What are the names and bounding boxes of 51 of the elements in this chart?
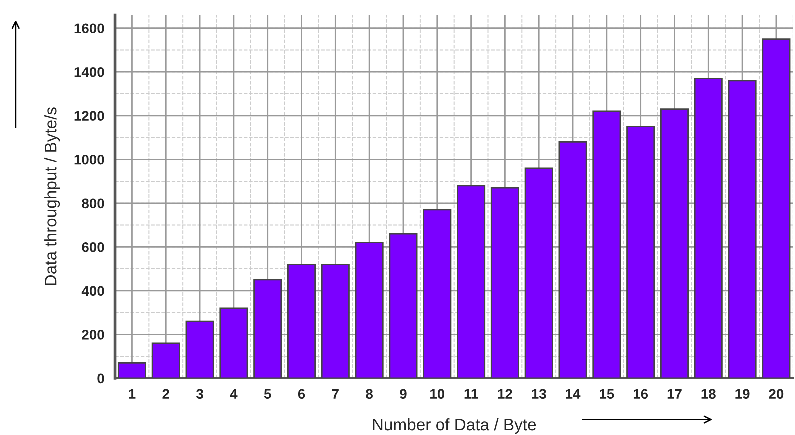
y-axis-title: Data throughput / Byte/s: [44, 108, 60, 286]
bar: [321, 264, 350, 378]
x-tick-label: 7: [332, 389, 339, 399]
bar: [626, 126, 656, 378]
x-tick-label: 8: [366, 389, 374, 400]
y-tick-label: 1600: [74, 24, 104, 34]
bar: [288, 264, 316, 378]
bar: [490, 187, 520, 378]
bar: [660, 108, 689, 378]
y-tick-label: 1400: [74, 67, 104, 78]
x-tick-label: 6: [298, 389, 306, 400]
x-tick-label: 14: [566, 389, 581, 399]
bar: [186, 320, 214, 378]
x-axis-title: Number of Data / Byte: [373, 418, 536, 434]
y-tick-label: 600: [82, 242, 104, 252]
bar: [423, 209, 452, 378]
x-tick-label: 12: [498, 389, 512, 399]
bar: [558, 141, 588, 378]
x-tick-label: 13: [532, 389, 546, 400]
x-tick-label: 3: [196, 389, 204, 400]
x-tick-label: 16: [634, 389, 648, 400]
bar: [254, 279, 282, 378]
x-tick-label: 19: [736, 389, 750, 400]
x-tick-label: 18: [702, 389, 716, 400]
y-tick-label: 1000: [74, 154, 104, 165]
bar: [762, 38, 791, 378]
x-tick-label: 15: [600, 389, 614, 400]
x-tick-label: 10: [430, 389, 445, 400]
x-tick-label: 20: [769, 389, 784, 400]
bar: [152, 342, 180, 378]
x-tick-label: 5: [264, 389, 272, 400]
x-tick-label: 9: [400, 389, 407, 400]
y-tick-label: 400: [82, 286, 104, 296]
y-tick-label: 1200: [74, 111, 104, 122]
x-tick-label: 11: [464, 389, 478, 399]
y-tick-label: 800: [82, 198, 104, 209]
bar: [728, 80, 757, 378]
x-tick-label: 2: [162, 389, 170, 399]
bar: [118, 362, 146, 378]
bar: [524, 168, 554, 378]
bar: [592, 110, 622, 378]
y-tick-label: 0: [98, 374, 104, 384]
bar: [220, 308, 248, 378]
x-tick-label: 17: [668, 389, 682, 399]
x-tick-label: 4: [230, 389, 238, 399]
bar: [355, 242, 384, 378]
y-tick-label: 200: [82, 330, 104, 340]
bar: [457, 185, 486, 378]
bar: [389, 233, 418, 378]
bar: [694, 78, 723, 378]
x-tick-label: 1: [129, 389, 136, 399]
